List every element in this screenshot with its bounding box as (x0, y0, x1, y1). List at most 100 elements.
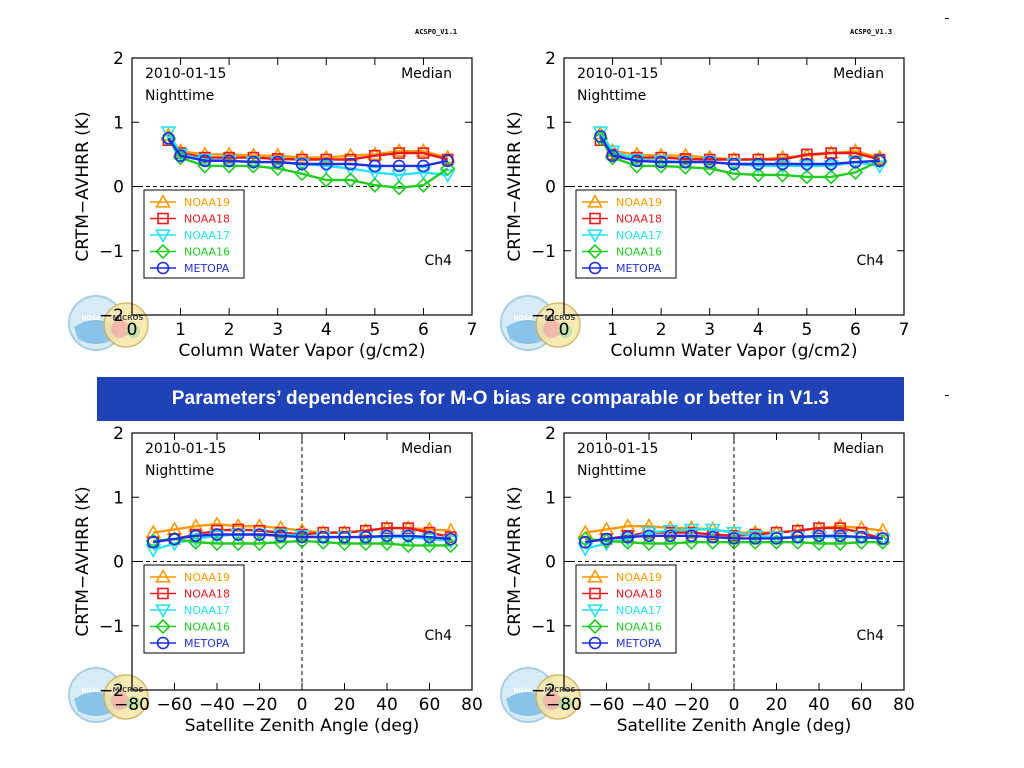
logos: NOAA MICROS (500, 667, 581, 723)
data-point (791, 530, 805, 544)
data-point (578, 535, 592, 549)
stat-label: Median (833, 66, 884, 82)
micros-logo: MICROS (535, 674, 581, 720)
x-tick-label: 0 (559, 320, 570, 340)
data-point (594, 130, 607, 143)
data-point (366, 146, 383, 161)
series-metopa (162, 132, 455, 173)
data-point (417, 159, 430, 173)
data-point (231, 528, 245, 541)
data-point (577, 542, 594, 557)
data-point (621, 530, 635, 544)
data-point (379, 535, 395, 552)
data-point (198, 154, 212, 168)
x-tick-label: −80 (546, 695, 582, 715)
y-tick-label: 2 (545, 49, 556, 69)
data-point (642, 529, 656, 543)
data-point (813, 522, 825, 534)
data-point (168, 532, 181, 546)
channel-label: Ch4 (856, 628, 884, 644)
x-tick-label: 80 (893, 695, 915, 715)
data-point (316, 530, 330, 544)
x-axis-label: Satellite Zenith Angle (deg) (617, 716, 852, 736)
period-label: Nighttime (577, 463, 646, 479)
data-point (366, 166, 383, 181)
legend-marker (589, 212, 601, 225)
x-tick-label: 3 (272, 320, 283, 340)
data-point (774, 149, 791, 164)
data-point (319, 157, 333, 171)
data-point (630, 154, 644, 168)
edge-tick (945, 395, 949, 396)
data-point (812, 529, 826, 543)
micros-logo: MICROS (535, 302, 581, 348)
data-point (222, 154, 236, 168)
legend-entry: NOAA16 (582, 243, 662, 260)
data-point (726, 166, 742, 182)
y-axis-label: CRTM−AVHRR (K) (73, 111, 93, 261)
data-point (811, 531, 827, 546)
data-point (727, 532, 741, 545)
y-tick-label: 0 (545, 553, 556, 573)
legend-entry: NOAA19 (150, 193, 230, 209)
series-metopa (146, 528, 458, 549)
legend-marker (156, 261, 170, 275)
data-point (368, 159, 382, 173)
legend-label: NOAA19 (184, 196, 230, 209)
data-point (799, 169, 815, 185)
data-point (269, 147, 286, 162)
data-point (245, 158, 262, 174)
x-tick-label: 1 (607, 320, 618, 340)
legend-entry: NOAA16 (582, 618, 662, 635)
data-point (774, 160, 791, 175)
legend-entry: NOAA19 (582, 568, 662, 584)
legend-marker (589, 587, 601, 600)
data-point (824, 157, 838, 171)
data-point (379, 531, 395, 546)
x-tick-label: −60 (157, 695, 193, 715)
x-tick-label: −80 (114, 695, 150, 715)
micros-logo-label: MICROS (544, 686, 575, 694)
data-point (421, 533, 438, 548)
data-point (359, 530, 373, 544)
series-metopa (594, 130, 887, 171)
data-point (162, 132, 175, 145)
data-point (776, 157, 789, 171)
x-tick-label: 4 (753, 320, 764, 340)
date-label: 2010-01-15 (145, 441, 226, 457)
y-tick-label: 2 (113, 49, 124, 69)
date-label: 2010-01-15 (145, 66, 226, 82)
legend-marker (587, 193, 603, 208)
series-line (153, 533, 451, 544)
legend-marker (588, 261, 602, 275)
data-point (402, 522, 415, 534)
period-label: Nighttime (145, 88, 214, 104)
data-point (726, 534, 742, 550)
data-point (768, 534, 785, 550)
data-point (747, 530, 764, 544)
data-point (401, 529, 415, 543)
legend-label: NOAA19 (184, 571, 230, 584)
data-point (294, 166, 310, 182)
stat-label: Median (401, 441, 452, 457)
edge-tick (945, 18, 949, 19)
data-point (641, 526, 657, 541)
y-tick-label: −1 (99, 242, 124, 262)
x-tick-label: −60 (589, 695, 625, 715)
data-point (832, 531, 849, 546)
series-line (585, 534, 883, 544)
legend-box (575, 564, 677, 654)
data-point (600, 532, 613, 546)
series-line (167, 137, 448, 168)
legend-label: NOAA18 (184, 213, 230, 226)
data-point (750, 167, 766, 183)
data-point (662, 535, 678, 552)
y-tick-label: −2 (531, 306, 556, 326)
legend-label: NOAA16 (616, 246, 662, 259)
data-point (400, 537, 416, 554)
legend-marker (587, 243, 603, 260)
legend-marker (156, 636, 170, 650)
data-point (439, 169, 456, 184)
legend-marker (587, 229, 603, 244)
legend-marker (587, 568, 603, 583)
